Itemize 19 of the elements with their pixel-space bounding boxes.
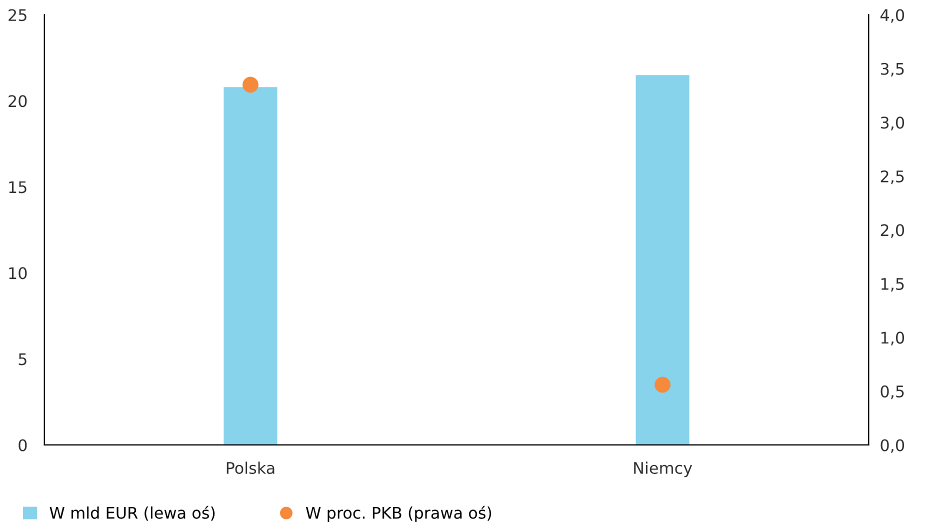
y2-tick-label: 3,5	[880, 62, 904, 77]
y2-tick-label: 3,0	[880, 116, 904, 130]
y-tick-label: 0	[18, 439, 27, 452]
y2-tick-label: 0,5	[880, 385, 904, 400]
y2-tick-label: 2,5	[880, 170, 904, 184]
legend-label: W proc. PKB (prawa oś)	[306, 506, 492, 522]
y-tick-label: 15	[9, 181, 26, 194]
y2-tick-label: 2,0	[880, 224, 904, 238]
y-tick-label: 25	[8, 9, 26, 22]
y-tick-label: 5	[18, 353, 26, 366]
y-tick-label: 20	[8, 95, 27, 108]
y2-tick-label: 0,0	[880, 439, 904, 453]
y-tick-label: 10	[9, 267, 27, 280]
legend-label: W mld EUR (lewa oś)	[50, 506, 215, 521]
x-tick-label: Polska	[226, 462, 274, 474]
x-tick-label: Niemcy	[634, 462, 692, 478]
y2-tick-label: 4,0	[880, 9, 904, 23]
y2-tick-label: 1,0	[881, 332, 904, 346]
y2-tick-label: 1,5	[881, 278, 904, 292]
